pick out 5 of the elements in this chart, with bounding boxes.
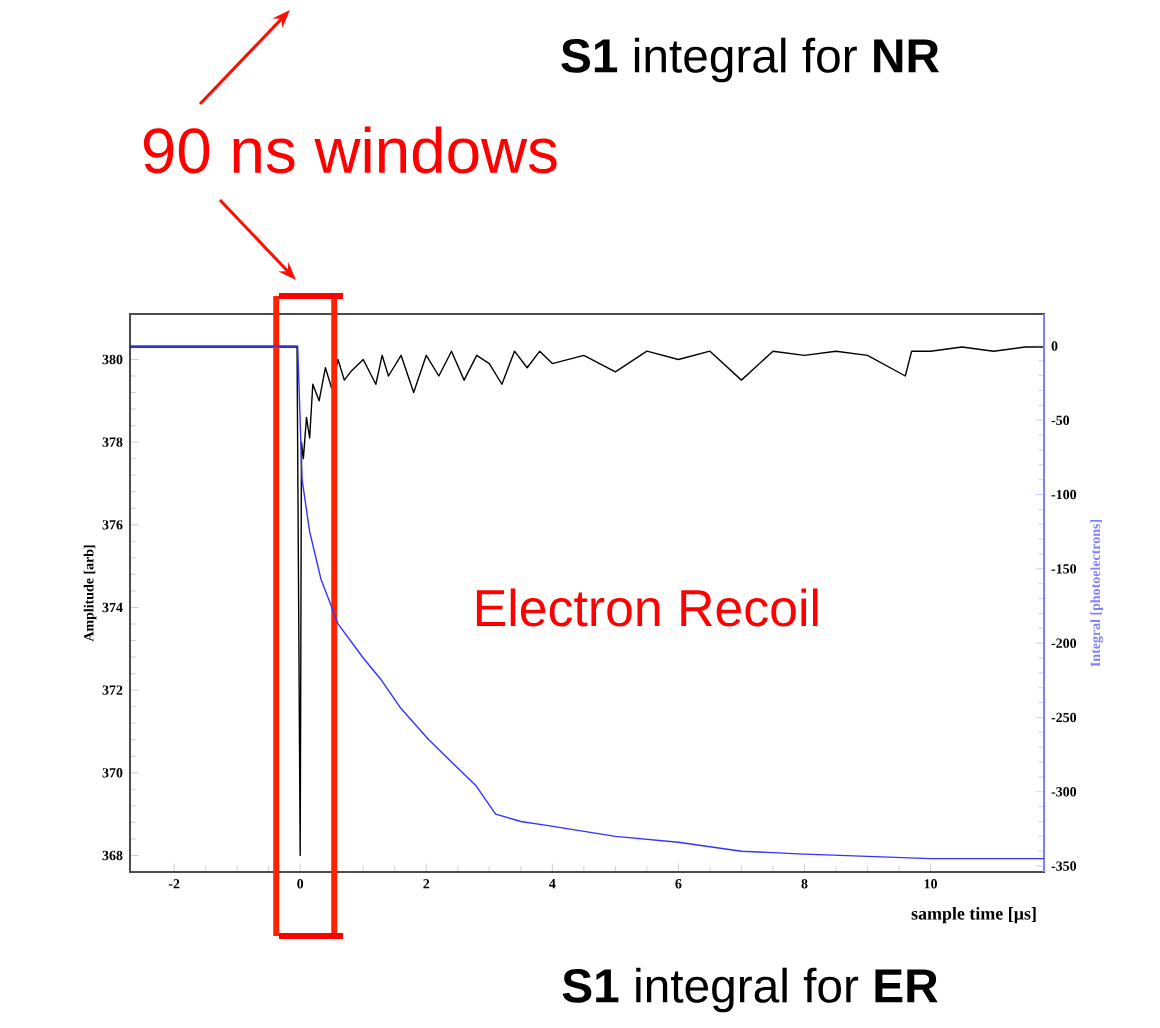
text: 90 ns windows <box>143 126 557 174</box>
annotation: Electron Recoil <box>476 588 818 627</box>
text: S1 integral for NR <box>561 37 940 83</box>
x-axis-title: sample time [µs] <box>911 907 1036 924</box>
text: S1 integral for ER <box>562 967 938 1013</box>
